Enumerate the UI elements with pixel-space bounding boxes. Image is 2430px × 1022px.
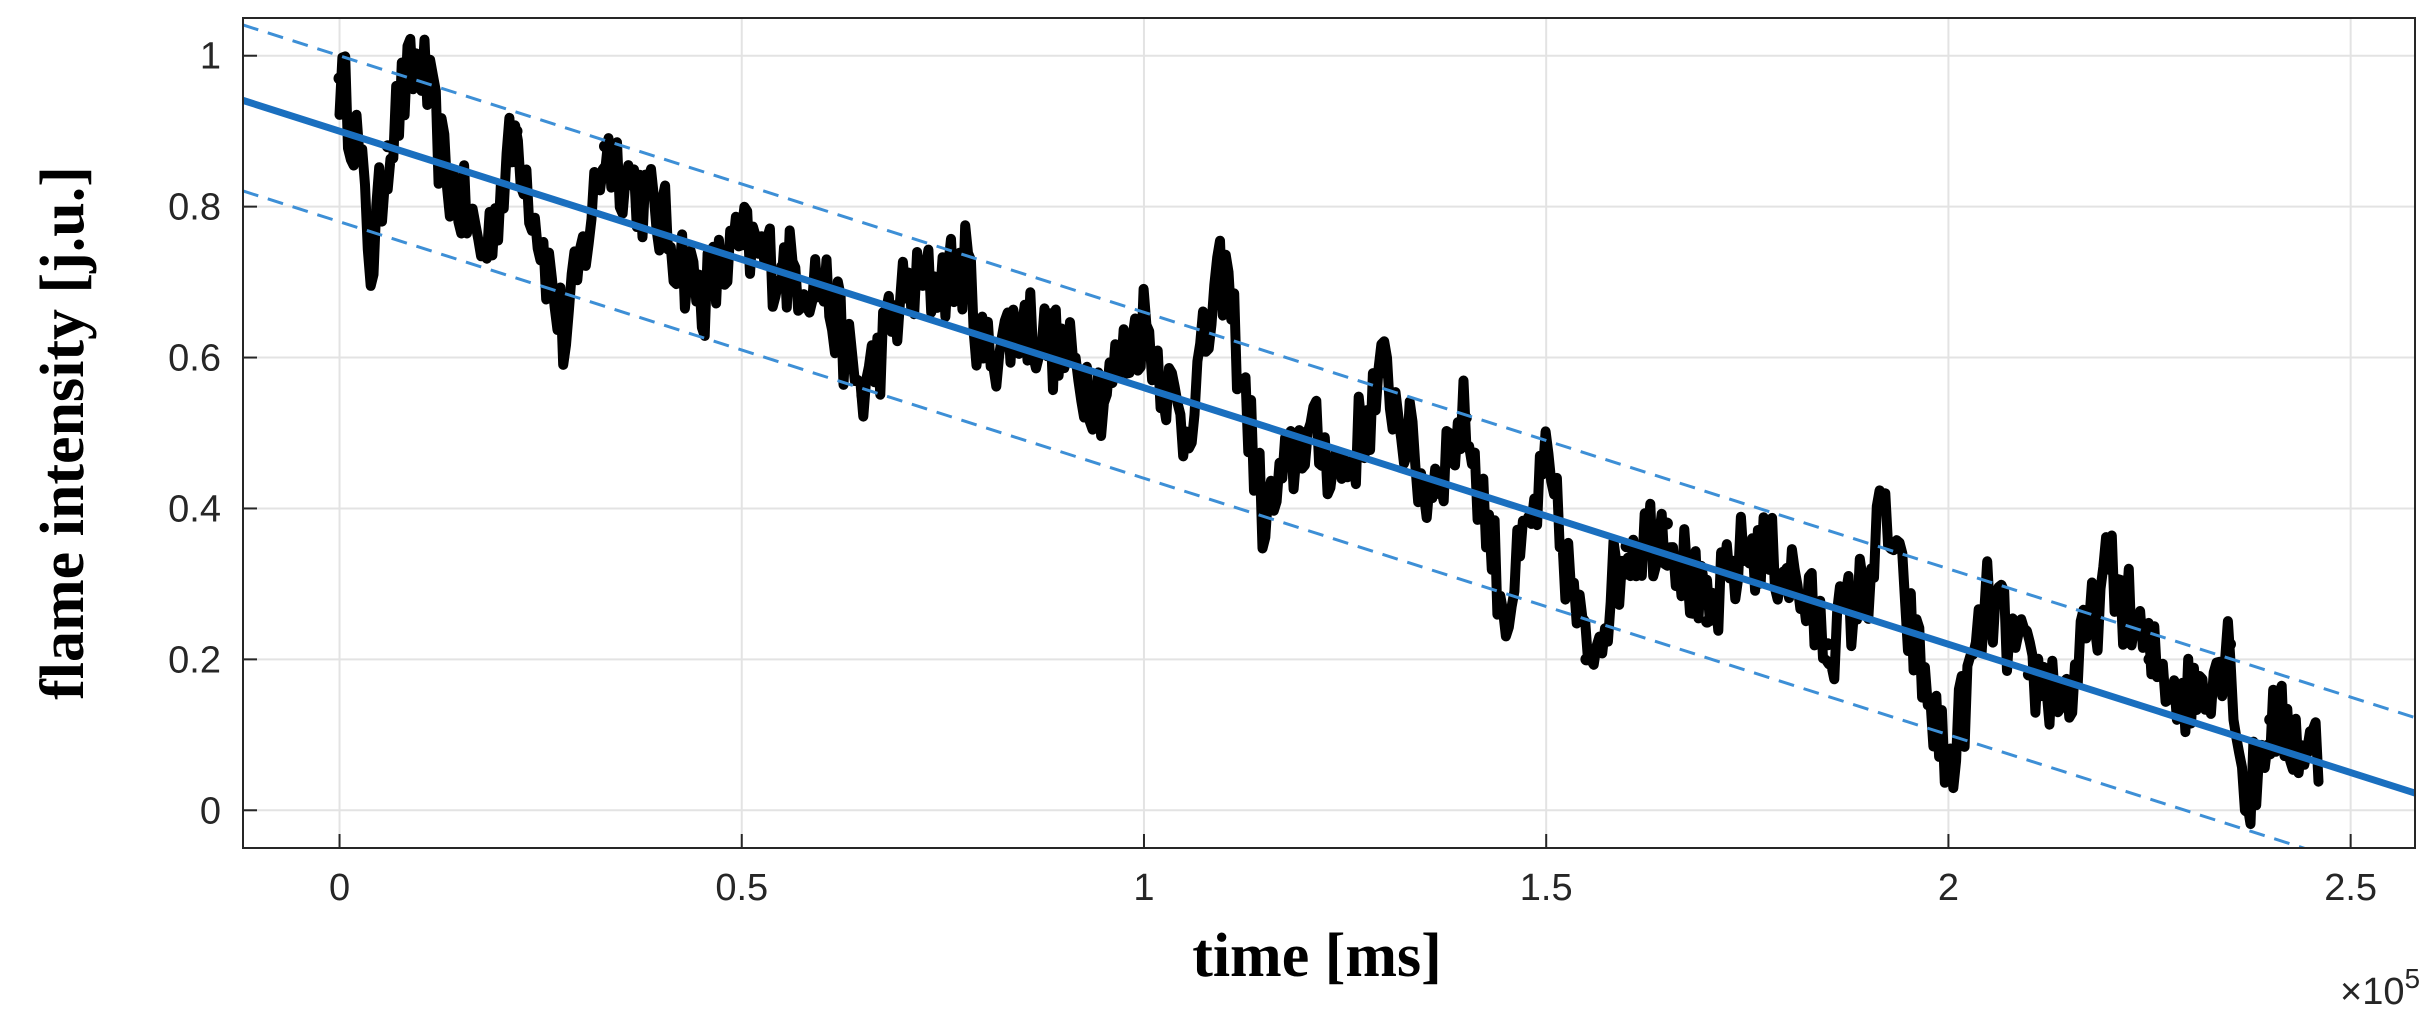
tick-layer: 0 0.5 1 1.5 2 2.5 0 0.2 0.4 0.6 0.8 1 [168,36,2377,909]
measurement-point [1878,502,1891,515]
measurement-point [478,245,491,258]
y-tick-label: 0.6 [168,338,221,380]
measurement-point [2143,653,2156,666]
measurement-point [1540,464,1553,477]
measurement-point [856,389,869,402]
measurement-point [1258,517,1271,530]
plot-frame [242,17,2416,849]
measurement-point [1660,517,1673,530]
measurement-point [1379,366,1392,379]
measurement-point [1178,427,1191,439]
lower-bound-line [243,189,2309,848]
measurement-point [397,87,410,100]
measurement-point [1419,487,1432,500]
measurement-trace [334,33,2324,829]
measurement-point [1821,638,1834,651]
measurement-point [1942,766,1955,779]
linear-fit-line [243,97,2415,797]
data-layer [333,33,2324,829]
measurement-point [1741,540,1754,553]
measurement-point [599,140,611,153]
measurement-point [695,291,708,304]
measurement-point [1218,261,1231,273]
y-tick-label: 0 [200,790,221,832]
x-tick-label: 2.5 [2324,867,2377,909]
measurement-point [2103,562,2116,575]
x-exponent-power: 5 [2404,963,2420,994]
measurement-point [414,49,426,62]
measurement-point [2183,691,2196,704]
measurement-point [1580,653,1593,666]
y-tick-label: 0.2 [168,639,221,681]
x-exponent-base: ×10 [2340,971,2404,1013]
measurement-point [977,351,990,364]
y-tick-label: 0.4 [168,488,221,530]
measurement-point [1097,389,1110,402]
y-tick-label: 1 [200,36,221,78]
y-axis-title: flame intensity [j.u.] [29,166,97,700]
x-tick-label: 2 [1938,867,1959,909]
x-axis-title: time [ms] [1192,922,1442,990]
x-tick-label: 1.5 [1520,867,1573,909]
grid-layer [243,18,2415,848]
measurement-point [1862,577,1874,590]
y-tick-label: 0.8 [168,187,221,229]
measurement-point [1902,615,1915,628]
measurement-point [2224,638,2236,651]
measurement-point [896,291,909,304]
measurement-point [961,261,973,273]
measurement-point [333,72,346,85]
measurement-point [1339,464,1352,477]
measurement-point [1017,313,1030,326]
measurement-point [735,238,748,251]
measurement-point [510,125,523,138]
measurement-point [2240,804,2253,817]
measurement-point [2304,743,2317,756]
measurement-point [2264,713,2277,726]
measurement-point [655,215,668,228]
fit-layer [243,23,2415,848]
x-tick-label: 0.5 [715,867,768,909]
measurement-point [1500,608,1512,621]
measurement-point [1701,615,1714,628]
x-tick-label: 1 [1133,867,1154,909]
measurement-point [1982,593,1995,605]
measurement-point [558,336,571,349]
measurement-point [2063,691,2076,704]
measurement-point [365,261,378,273]
x-tick-label: 0 [329,867,350,909]
x-exponent-label: ×105 [2340,963,2420,1013]
upper-bound-line [243,23,2415,720]
measurement-point [1138,313,1150,326]
measurement-point [1781,562,1794,575]
